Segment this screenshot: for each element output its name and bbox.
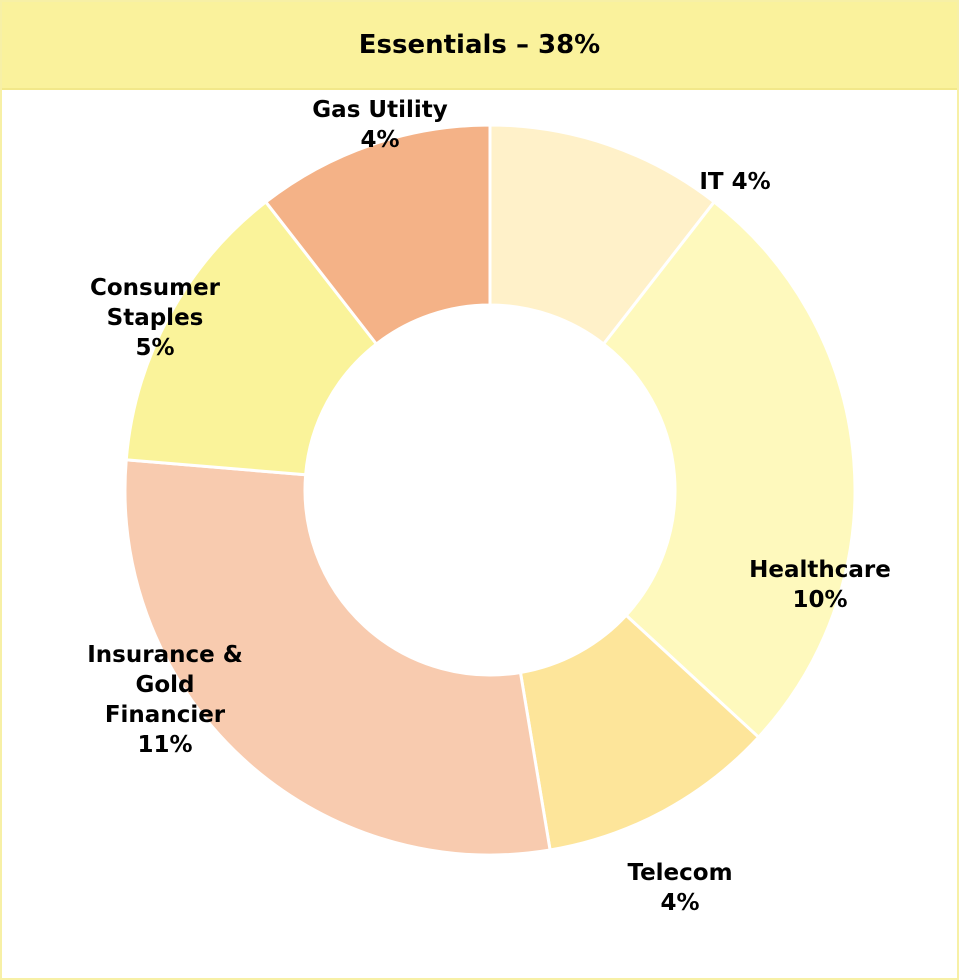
donut-slice (124, 199, 379, 477)
category-label: Healthcare (749, 557, 891, 583)
value-label: 10% (792, 587, 848, 613)
value-label: 5% (135, 335, 175, 361)
value-label: 4% (660, 890, 700, 916)
value-label: 11% (137, 732, 193, 758)
chart-title: Essentials – 38% (2, 2, 957, 90)
category-label: Gas Utility (312, 97, 448, 123)
slice-label: Gas Utility 4% (285, 95, 475, 155)
donut-slice (263, 123, 492, 347)
slice-label: Telecom 4% (600, 858, 760, 918)
category-label: Insurance & Gold Financier (87, 642, 243, 728)
category-label: Consumer Staples (89, 275, 221, 331)
slice-label: Healthcare 10% (730, 555, 910, 615)
slice-label: Consumer Staples 5% (60, 273, 250, 363)
donut-slice (518, 613, 761, 852)
category-label: Telecom (627, 860, 733, 886)
slice-label: Insurance & Gold Financier 11% (80, 640, 250, 760)
value-label: 4% (360, 127, 400, 153)
donut-slice (488, 123, 717, 347)
category-label: IT (699, 169, 724, 195)
value-label: 4% (731, 169, 771, 195)
donut-slice (123, 458, 552, 857)
donut-slice (601, 199, 857, 740)
slice-label: IT 4% (675, 167, 795, 197)
